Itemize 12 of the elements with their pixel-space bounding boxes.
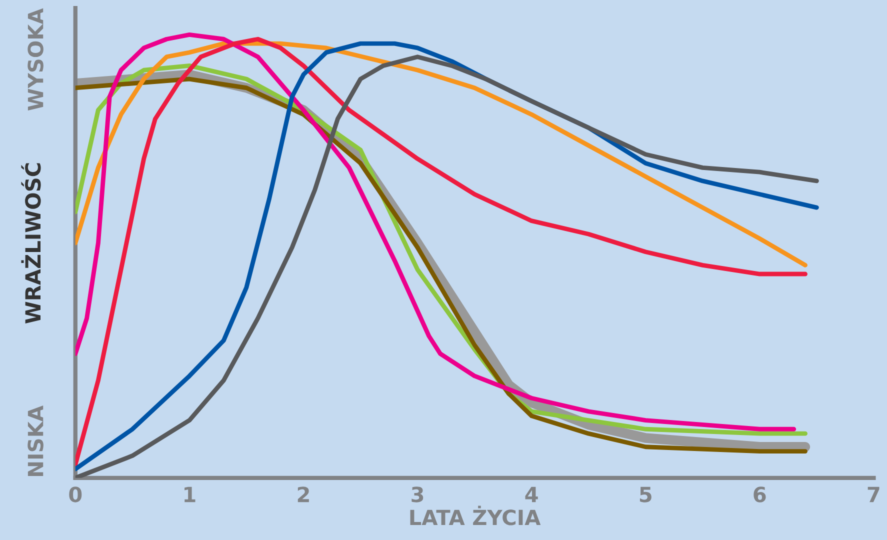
x-tick-label: 0 xyxy=(69,486,82,502)
x-tick-label: 7 xyxy=(868,486,880,502)
x-tick-label: 5 xyxy=(640,486,652,502)
x-tick-label: 6 xyxy=(754,486,766,502)
x-tick-label: 3 xyxy=(412,486,424,502)
x-axis-title: LATA ŻYCIA xyxy=(410,506,541,526)
x-tick-label: 1 xyxy=(184,486,196,502)
y-axis-title: WRAŻLIWOŚĆ xyxy=(21,163,41,324)
text: WYSOKA xyxy=(28,8,44,111)
x-tick-label: 2 xyxy=(298,486,309,502)
text: NISKA xyxy=(28,406,44,476)
x-tick-label: 4 xyxy=(525,486,538,502)
